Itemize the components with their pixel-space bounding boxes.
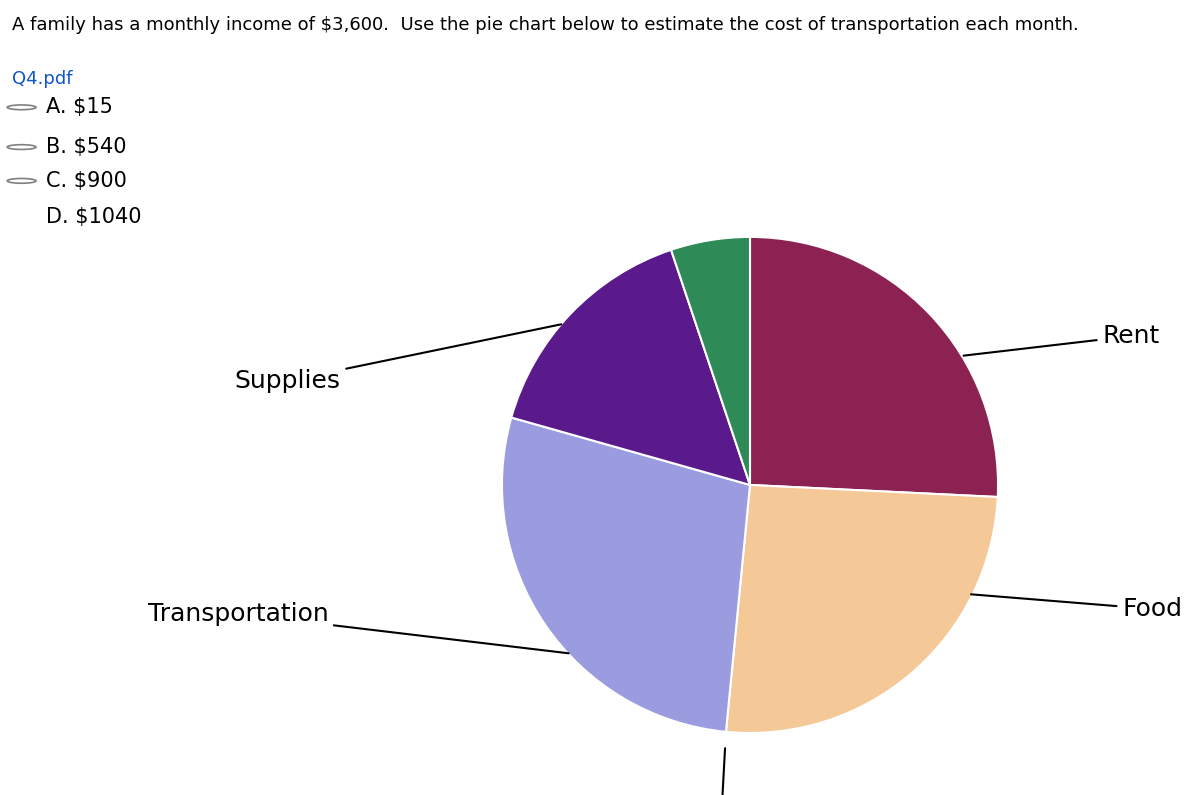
Wedge shape: [750, 237, 998, 497]
Text: Q4.pdf: Q4.pdf: [12, 70, 72, 87]
Text: D. $1040: D. $1040: [46, 207, 142, 227]
Wedge shape: [726, 485, 997, 733]
Text: Transportation: Transportation: [148, 602, 569, 653]
Wedge shape: [671, 237, 750, 485]
Text: Rent: Rent: [964, 324, 1159, 355]
Text: A family has a monthly income of $3,600.  Use the pie chart below to estimate th: A family has a monthly income of $3,600.…: [12, 16, 1079, 34]
Wedge shape: [502, 417, 750, 732]
Text: A. $15: A. $15: [46, 97, 113, 118]
Text: Other: Other: [685, 748, 756, 795]
Text: Food: Food: [971, 595, 1182, 621]
Wedge shape: [511, 250, 750, 485]
Text: B. $540: B. $540: [46, 137, 126, 157]
Text: Supplies: Supplies: [235, 324, 562, 393]
Text: C. $900: C. $900: [46, 171, 126, 191]
